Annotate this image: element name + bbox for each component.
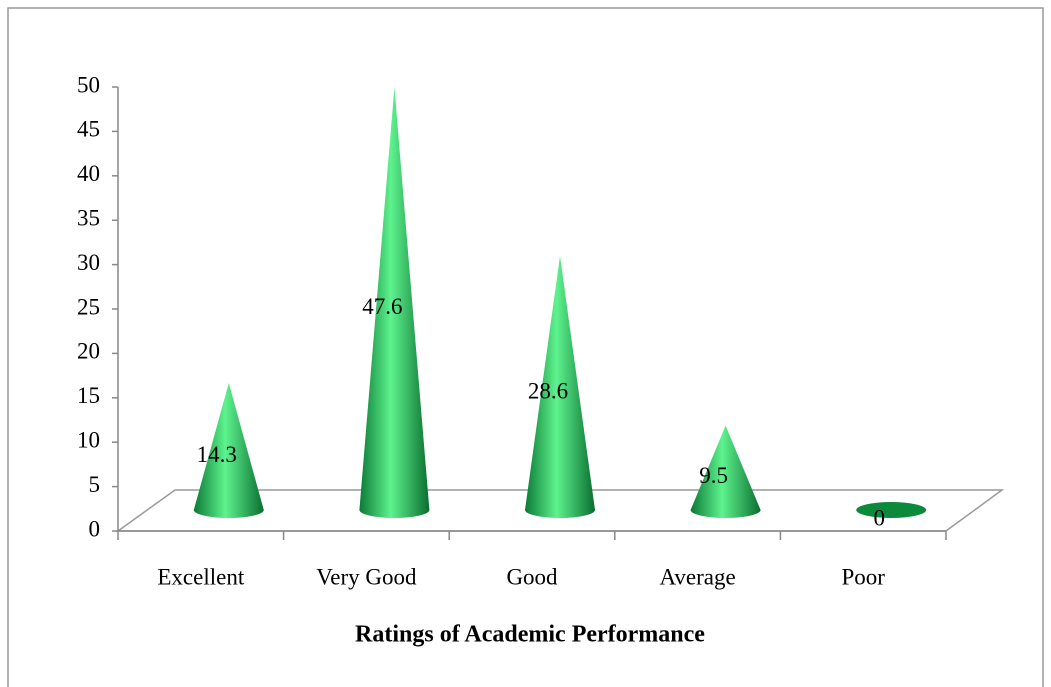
y-tick-label: 40 (77, 161, 100, 186)
x-tick-label: Poor (841, 564, 885, 589)
x-tick-label: Very Good (316, 564, 417, 589)
data-label: 0 (873, 505, 885, 530)
cone (359, 87, 430, 518)
y-tick-label: 30 (77, 250, 100, 275)
y-tick-label: 35 (77, 205, 100, 230)
x-axis-title: Ratings of Academic Performance (355, 622, 705, 648)
data-label: 47.6 (362, 294, 402, 319)
y-tick-label: 0 (89, 516, 101, 541)
x-tick-label: Good (506, 564, 558, 589)
data-label: 28.6 (528, 378, 568, 403)
x-tick-label: Average (660, 564, 736, 589)
data-label: 14.3 (197, 442, 237, 467)
y-tick-label: 20 (77, 339, 100, 364)
x-tick-label: Excellent (157, 564, 244, 589)
y-tick-label: 10 (77, 427, 100, 452)
y-tick-label: 25 (77, 294, 100, 319)
y-tick-label: 45 (77, 117, 100, 142)
y-tick-label: 15 (77, 383, 100, 408)
data-label: 9.5 (699, 463, 728, 488)
y-tick-label: 5 (89, 472, 101, 497)
cone (193, 383, 264, 518)
cone (525, 256, 595, 518)
frame (7, 7, 1044, 687)
y-tick-label: 50 (77, 72, 100, 97)
cone (856, 502, 927, 518)
cone (690, 425, 761, 518)
